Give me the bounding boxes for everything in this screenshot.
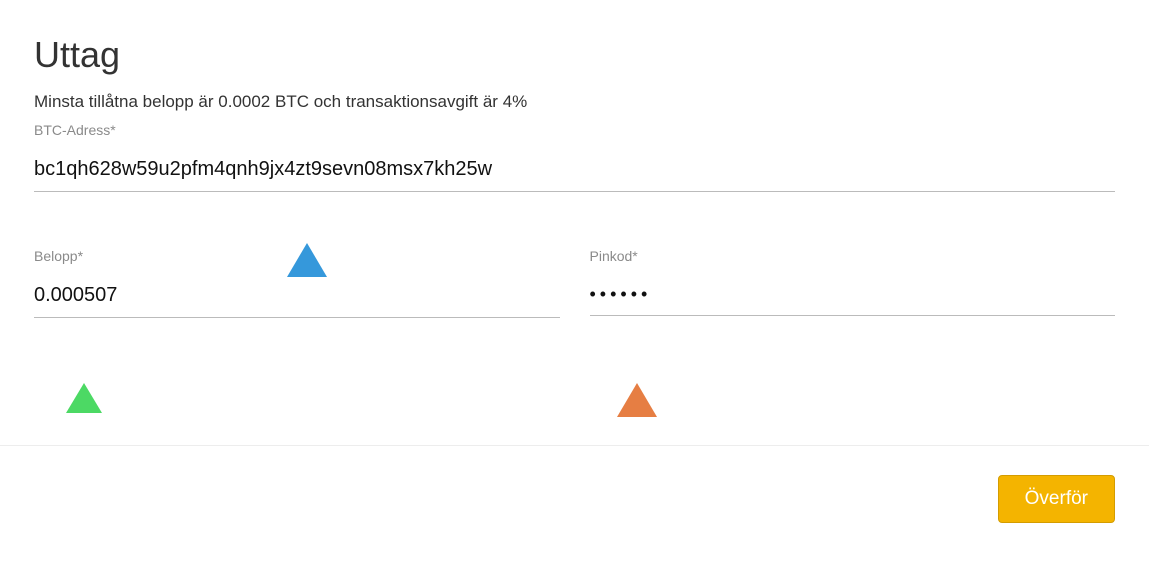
submit-button[interactable]: Överför bbox=[998, 475, 1115, 523]
page-title: Uttag bbox=[34, 34, 1115, 76]
marker-green-icon bbox=[66, 383, 102, 413]
amount-input[interactable] bbox=[34, 282, 560, 318]
address-field-group: BTC-Adress* bbox=[34, 122, 1115, 192]
pincode-label: Pinkod* bbox=[590, 248, 1116, 264]
address-input[interactable] bbox=[34, 156, 1115, 192]
info-text: Minsta tillåtna belopp är 0.0002 BTC och… bbox=[34, 92, 1115, 112]
pincode-field-group: Pinkod* bbox=[590, 248, 1116, 318]
marker-blue-icon bbox=[287, 243, 327, 277]
divider bbox=[0, 445, 1149, 446]
pincode-input[interactable] bbox=[590, 282, 1116, 316]
marker-orange-icon bbox=[617, 383, 657, 417]
address-label: BTC-Adress* bbox=[34, 122, 1115, 138]
form-row: Belopp* Pinkod* bbox=[34, 248, 1115, 318]
button-row: Överför bbox=[998, 475, 1115, 523]
